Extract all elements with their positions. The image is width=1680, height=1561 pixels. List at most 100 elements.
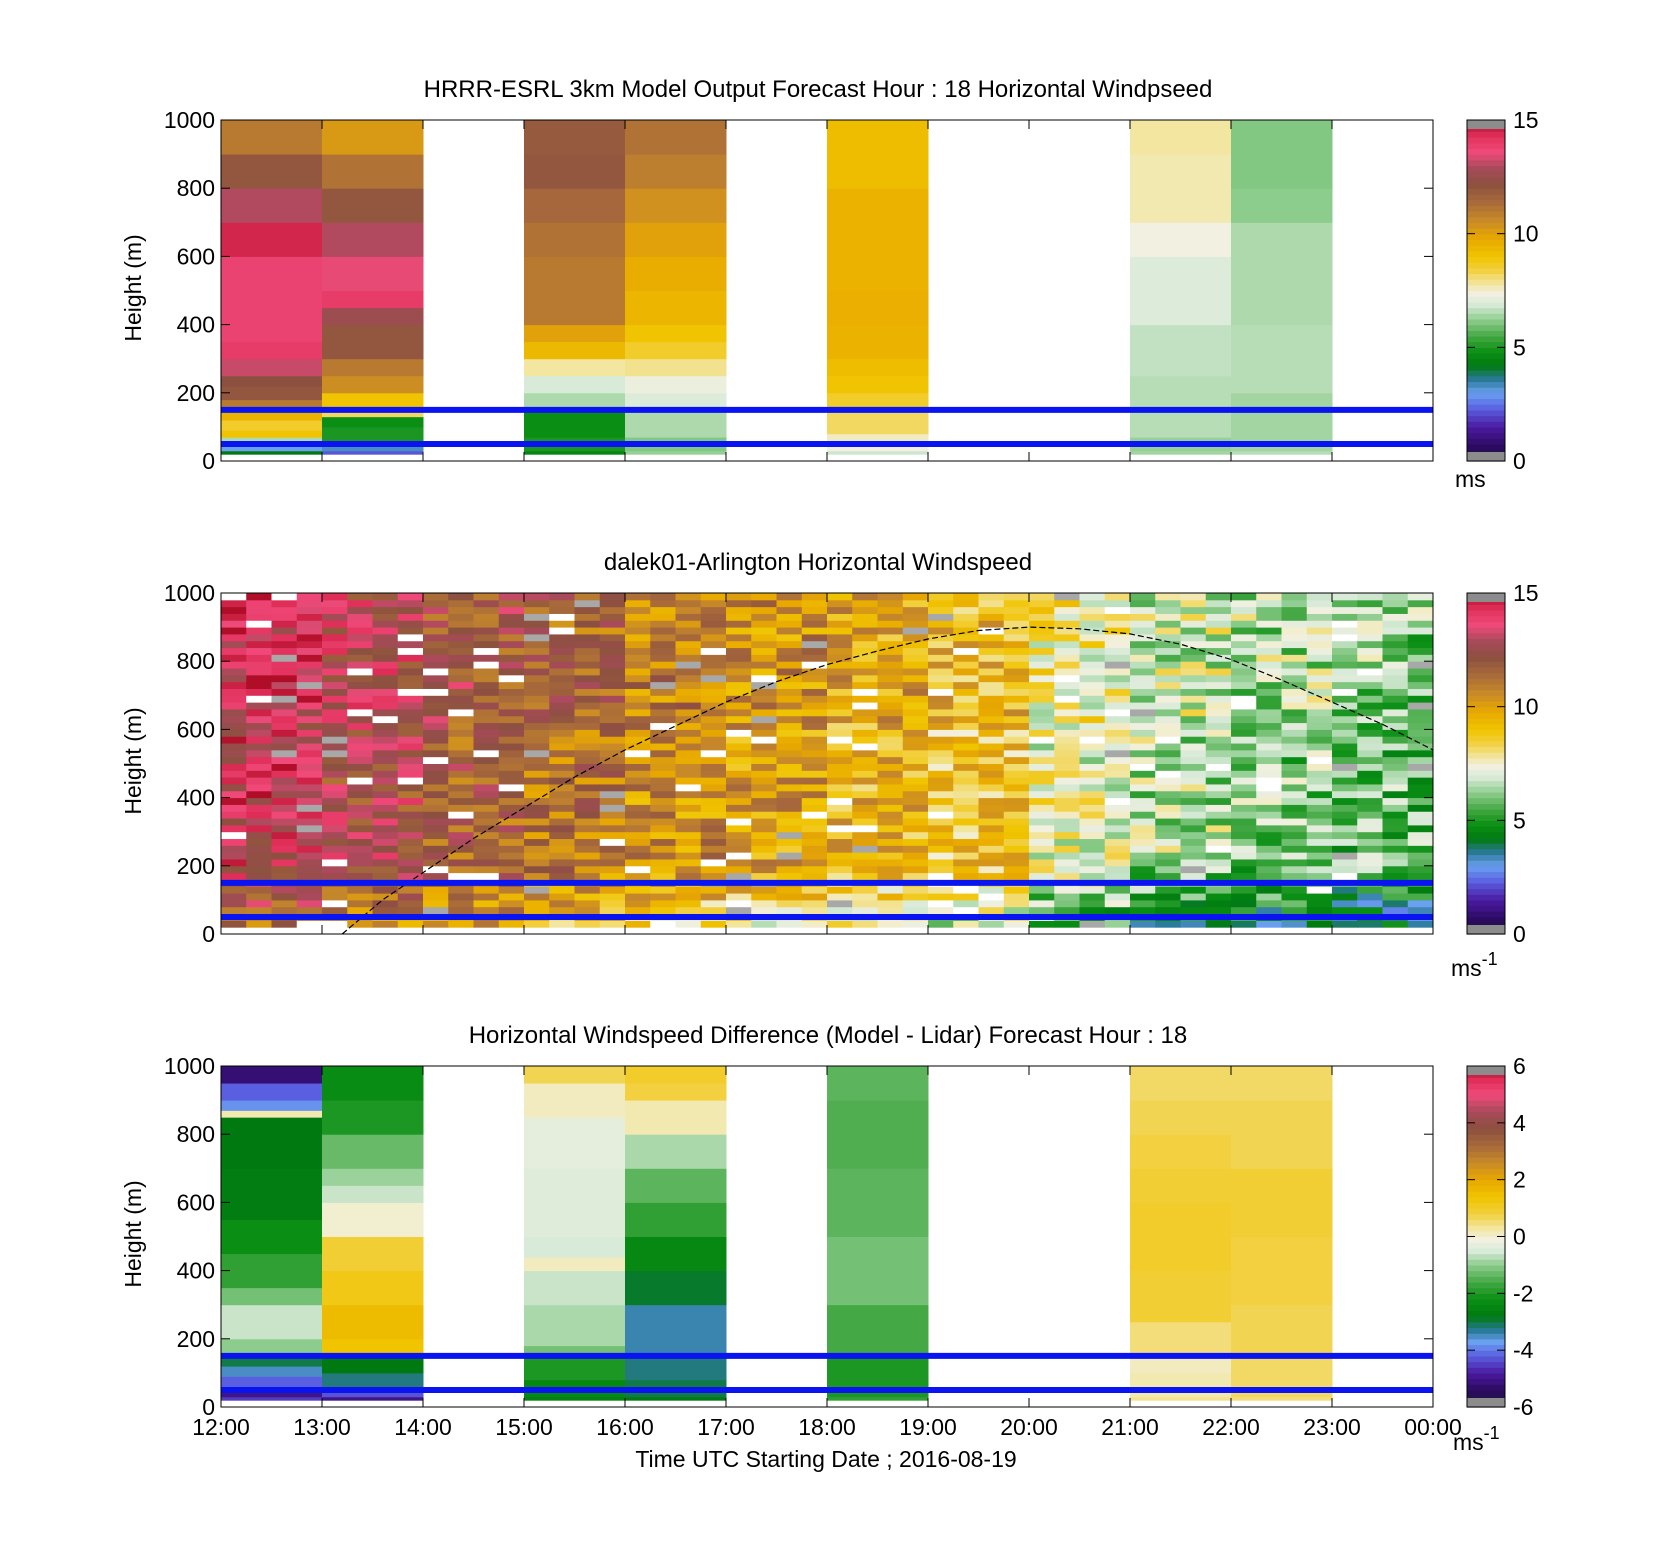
heatmap-cell xyxy=(650,620,676,628)
heatmap-cell xyxy=(801,831,828,840)
heatmap-cell xyxy=(372,647,399,655)
y-tick-label: 800 xyxy=(177,175,215,201)
heatmap-cell xyxy=(423,729,449,737)
heatmap-cell xyxy=(751,777,777,785)
heatmap-cell xyxy=(271,886,298,894)
heatmap-cell xyxy=(1332,749,1358,758)
heatmap-cell xyxy=(498,640,525,649)
heatmap-cell xyxy=(271,729,298,737)
heatmap-cell xyxy=(726,906,752,915)
heatmap-cell xyxy=(751,811,777,819)
heatmap-cell xyxy=(1104,797,1131,805)
heatmap-cell xyxy=(953,804,979,812)
heatmap-cell xyxy=(549,858,575,867)
heatmap-cell xyxy=(852,674,878,683)
heatmap-cell xyxy=(1205,688,1232,696)
heatmap-cell xyxy=(1332,770,1358,778)
heatmap-cell xyxy=(1003,688,1030,696)
heatmap-cell xyxy=(347,613,373,621)
colorbar-segment xyxy=(1467,307,1505,314)
heatmap-cell xyxy=(902,790,929,799)
heatmap-cell xyxy=(372,613,399,621)
heatmap-cell xyxy=(953,708,979,717)
heatmap-cell xyxy=(827,627,853,635)
heatmap-cell xyxy=(1180,715,1207,724)
heatmap-cell xyxy=(448,906,474,915)
heatmap-cell xyxy=(524,661,550,669)
heatmap-cell xyxy=(372,797,399,805)
heatmap-cell xyxy=(928,783,954,792)
heatmap-cell xyxy=(1407,865,1433,874)
heatmap-cell xyxy=(1104,674,1131,683)
heatmap-cell xyxy=(902,777,929,785)
heatmap-cell xyxy=(902,899,929,908)
heatmap-cell xyxy=(1382,770,1409,778)
heatmap-cell xyxy=(1231,920,1257,928)
heatmap-cell xyxy=(221,906,247,915)
heatmap-cell xyxy=(1079,736,1106,744)
heatmap-cell xyxy=(1054,620,1080,628)
heatmap-cell xyxy=(296,893,323,901)
heatmap-cell xyxy=(322,647,348,655)
heatmap-cell xyxy=(423,763,449,771)
heatmap-cell xyxy=(246,668,272,676)
heatmap-cell xyxy=(675,688,702,696)
heatmap-cell xyxy=(953,640,979,649)
heatmap-cell xyxy=(574,708,601,717)
heatmap-cell xyxy=(1382,715,1409,724)
heatmap-cell xyxy=(877,858,904,867)
heatmap-cell xyxy=(1407,593,1433,601)
heatmap-cell xyxy=(700,838,727,846)
heatmap-cell xyxy=(347,640,373,649)
heatmap-cell xyxy=(246,893,272,901)
heatmap-cell xyxy=(322,222,424,257)
heatmap-cell xyxy=(1205,708,1232,717)
heatmap-cell xyxy=(1130,375,1232,411)
heatmap-cell xyxy=(801,818,828,826)
heatmap-cell xyxy=(801,661,828,669)
heatmap-cell xyxy=(322,593,348,601)
colorbar-segment xyxy=(1467,1378,1505,1385)
heatmap-cell xyxy=(1256,763,1282,771)
colorbar-segment xyxy=(1467,661,1505,668)
heatmap-cell xyxy=(322,920,348,928)
heatmap-cell xyxy=(776,865,803,874)
heatmap-cell xyxy=(1130,865,1156,874)
heatmap-cell xyxy=(271,899,298,908)
heatmap-cell xyxy=(372,838,399,846)
heatmap-cell xyxy=(372,620,399,628)
heatmap-cell xyxy=(524,920,550,928)
colorbar-segment xyxy=(1467,284,1505,292)
heatmap-cell xyxy=(700,736,727,744)
heatmap-cell xyxy=(978,627,1005,635)
heatmap-cell xyxy=(776,872,803,880)
heatmap-cell xyxy=(1054,695,1080,703)
heatmap-cell xyxy=(928,899,954,908)
heatmap-cell xyxy=(574,865,601,874)
x-tick-label: 20:00 xyxy=(1000,1414,1058,1440)
heatmap-cell xyxy=(902,858,929,867)
heatmap-cell xyxy=(650,688,676,696)
heatmap-cell xyxy=(776,681,803,689)
heatmap-cell xyxy=(473,722,500,730)
heatmap-cell xyxy=(347,661,373,669)
heatmap-cell xyxy=(524,375,626,394)
heatmap-cell xyxy=(776,838,803,846)
heatmap-cell xyxy=(524,409,626,438)
heatmap-cell xyxy=(322,858,348,867)
heatmap-cell xyxy=(852,858,878,867)
colorbar-tick-label: -2 xyxy=(1513,1280,1533,1306)
heatmap-cell xyxy=(1155,906,1181,915)
heatmap-cell xyxy=(524,729,550,737)
heatmap-cell xyxy=(1130,1134,1232,1169)
heatmap-cell xyxy=(1079,906,1106,915)
heatmap-cell xyxy=(599,702,626,710)
heatmap-cell xyxy=(524,1066,626,1084)
heatmap-cell xyxy=(271,797,298,805)
heatmap-cell xyxy=(700,770,727,778)
colorbar-tick-label: 0 xyxy=(1513,921,1526,947)
colorbar-frame xyxy=(1466,119,1506,462)
heatmap-cell xyxy=(953,620,979,628)
heatmap-cell xyxy=(397,681,424,689)
heatmap-cell xyxy=(801,640,828,649)
